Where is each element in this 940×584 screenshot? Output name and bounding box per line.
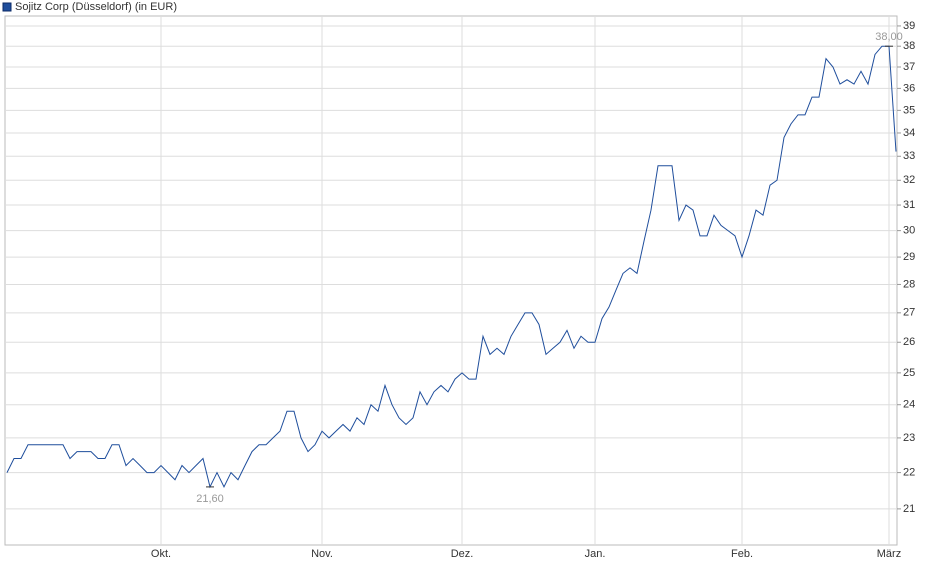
legend-label: Sojitz Corp (Düsseldorf) (in EUR) — [15, 1, 177, 13]
y-tick-label: 23 — [903, 432, 915, 444]
value-label: 38,00 — [875, 31, 903, 43]
y-tick-label: 34 — [903, 127, 915, 139]
x-tick-label: Okt. — [151, 548, 171, 560]
x-tick-label: Nov. — [311, 548, 333, 560]
y-tick-label: 27 — [903, 307, 915, 319]
y-tick-label: 29 — [903, 251, 915, 263]
y-tick-label: 28 — [903, 278, 915, 290]
y-tick-label: 26 — [903, 336, 915, 348]
x-tick-label: Dez. — [451, 548, 474, 560]
y-tick-label: 33 — [903, 150, 915, 162]
y-tick-label: 35 — [903, 104, 915, 116]
y-tick-label: 22 — [903, 466, 915, 478]
x-tick-label: Jan. — [585, 548, 606, 560]
y-tick-label: 38 — [903, 40, 915, 52]
y-tick-label: 21 — [903, 503, 915, 515]
plot-frame — [4, 15, 898, 546]
y-tick-label: 31 — [903, 199, 915, 211]
y-tick-label: 36 — [903, 82, 915, 94]
value-label: 21,60 — [196, 493, 224, 505]
y-tick-label: 32 — [903, 174, 915, 186]
legend-swatch — [2, 2, 12, 12]
y-tick-label: 37 — [903, 61, 915, 73]
y-tick-label: 24 — [903, 399, 915, 411]
y-tick-label: 25 — [903, 367, 915, 379]
y-tick-label: 39 — [903, 20, 915, 32]
y-tick-label: 30 — [903, 225, 915, 237]
x-tick-label: März — [877, 548, 901, 560]
price-line — [6, 45, 897, 489]
x-tick-label: Feb. — [731, 548, 753, 560]
